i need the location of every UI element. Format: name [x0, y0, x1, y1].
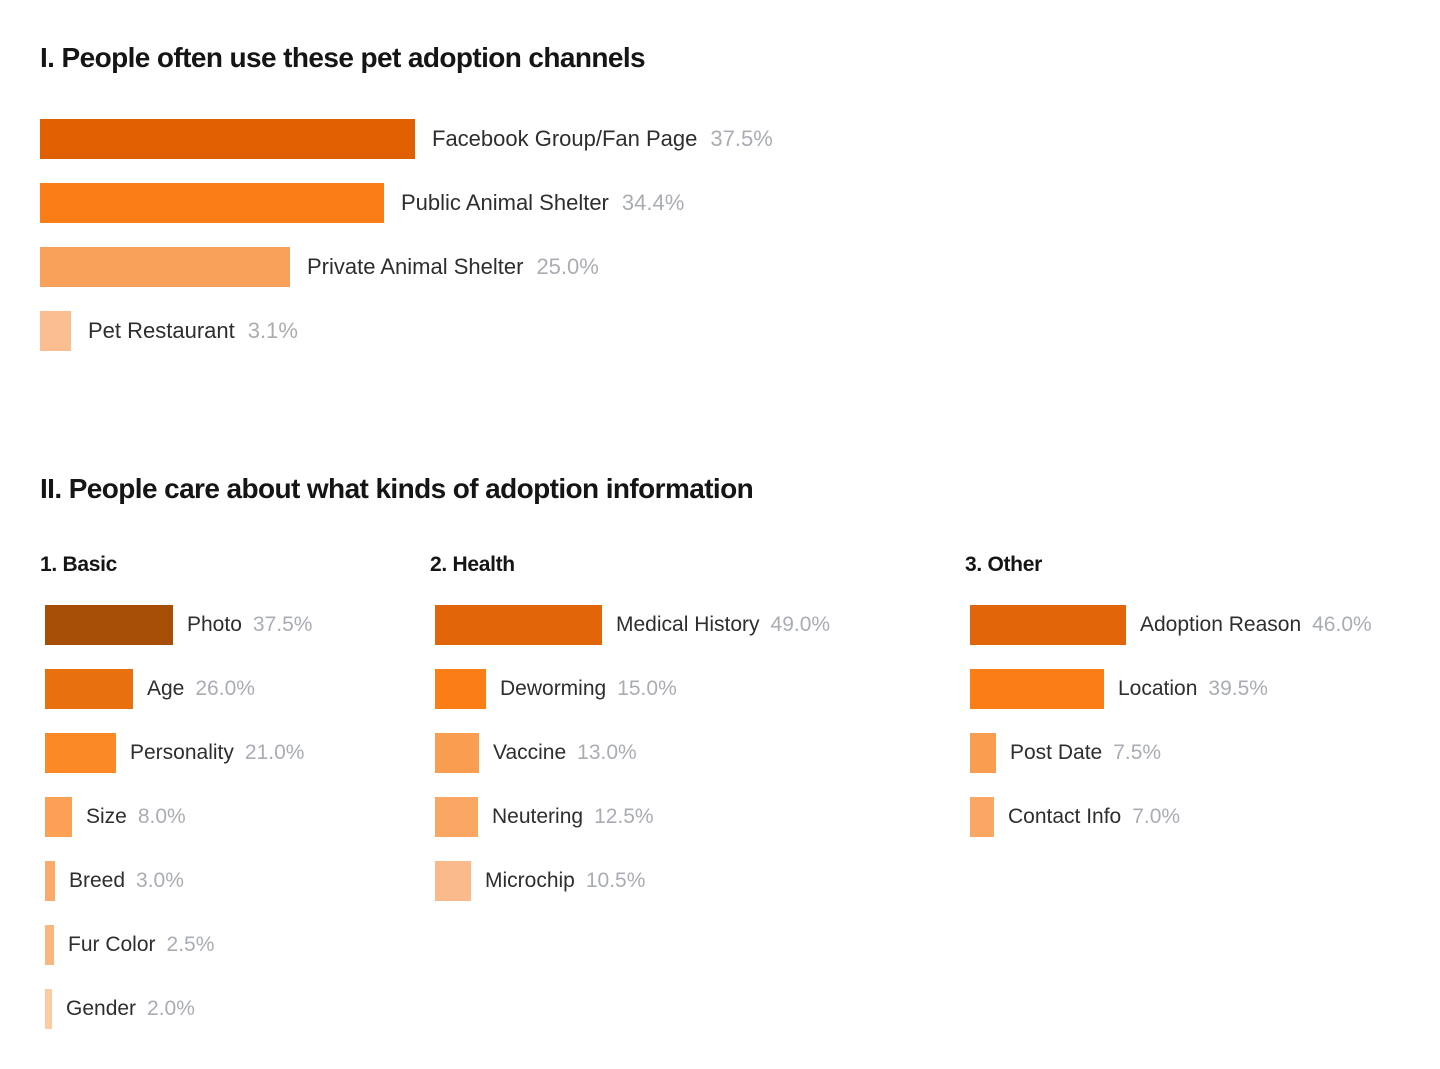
- bar-label: Private Animal Shelter: [307, 254, 524, 279]
- bar-row: Public Animal Shelter 34.4%: [40, 183, 773, 223]
- bar-value: 2.5%: [166, 933, 215, 956]
- bar-row: Microchip 10.5%: [430, 861, 830, 901]
- bar-value: 37.5%: [710, 126, 773, 151]
- group-header: 2. Health: [430, 553, 515, 576]
- bar-value: 2.0%: [147, 997, 195, 1020]
- bar: [970, 669, 1104, 709]
- bar-label: Size: [86, 805, 127, 828]
- bar: [435, 733, 479, 773]
- bar: [45, 669, 133, 709]
- bar-row: Vaccine 13.0%: [430, 733, 830, 773]
- bar-value: 10.5%: [585, 869, 646, 892]
- bar: [45, 861, 55, 901]
- group-header: 3. Other: [965, 553, 1042, 576]
- bar-label: Personality: [130, 741, 234, 764]
- bar-value: 39.5%: [1208, 677, 1268, 700]
- bar: [40, 119, 415, 159]
- bar-label: Breed: [69, 869, 126, 892]
- bar-value: 3.0%: [136, 869, 184, 892]
- bar-value: 25.0%: [536, 254, 599, 279]
- bar-row: Private Animal Shelter 25.0%: [40, 247, 773, 287]
- bar-label: Contact Info: [1008, 805, 1122, 828]
- bar: [435, 797, 478, 837]
- bar-label: Public Animal Shelter: [401, 190, 609, 215]
- group-header: 1. Basic: [40, 553, 117, 576]
- bar-row: Personality 21.0%: [40, 733, 312, 773]
- chart-group: 2. Health Medical History 49.0% Deworming 15…: [430, 553, 830, 925]
- bar-label: Gender: [66, 997, 137, 1020]
- bar-row: Size 8.0%: [40, 797, 312, 837]
- bar: [45, 605, 173, 645]
- bar-value: 13.0%: [577, 741, 637, 764]
- bar-value: 46.0%: [1312, 613, 1372, 636]
- bar-label: Age: [147, 677, 185, 700]
- bar-row: Location 39.5%: [965, 669, 1372, 709]
- bar-row: Adoption Reason 46.0%: [965, 605, 1372, 645]
- bar-row: Pet Restaurant 3.1%: [40, 311, 773, 351]
- bar-label: Fur Color: [68, 933, 156, 956]
- bar: [435, 861, 471, 901]
- bar: [45, 989, 52, 1029]
- bar: [435, 669, 486, 709]
- bar: [45, 797, 72, 837]
- chart-group: 3. Other Adoption Reason 46.0% Location 39.5…: [965, 553, 1372, 861]
- bar: [970, 605, 1126, 645]
- bar-label: Microchip: [485, 869, 575, 892]
- bar-value: 26.0%: [195, 677, 255, 700]
- bar-label: Vaccine: [493, 741, 567, 764]
- bar-value: 3.1%: [247, 318, 298, 343]
- bar-label: Adoption Reason: [1140, 613, 1302, 636]
- chart-group: 1. Basic Photo 37.5% Age 26.0% Personality 21.…: [40, 553, 312, 1053]
- bar-row: Facebook Group/Fan Page 37.5%: [40, 119, 773, 159]
- bar-label: Pet Restaurant: [88, 318, 235, 343]
- bar-label: Neutering: [492, 805, 584, 828]
- bar-row: Breed 3.0%: [40, 861, 312, 901]
- bar-row: Gender 2.0%: [40, 989, 312, 1029]
- bar-row: Fur Color 2.5%: [40, 925, 312, 965]
- bar-row: Photo 37.5%: [40, 605, 312, 645]
- bar-row: Medical History 49.0%: [430, 605, 830, 645]
- section1-title: I. People often use these pet adoption c…: [40, 42, 646, 73]
- bar-value: 21.0%: [244, 741, 305, 764]
- section2-title: II. People care about what kinds of adop…: [40, 473, 754, 504]
- bar: [970, 733, 996, 773]
- bar-value: 7.5%: [1113, 741, 1162, 764]
- bar: [40, 311, 71, 351]
- bar: [45, 925, 54, 965]
- bar-value: 34.4%: [621, 190, 685, 215]
- bar-row: Contact Info 7.0%: [965, 797, 1372, 837]
- bar-value: 8.0%: [137, 805, 186, 828]
- bar-label: Facebook Group/Fan Page: [432, 126, 698, 151]
- bar-row: Deworming 15.0%: [430, 669, 830, 709]
- bar-value: 15.0%: [617, 677, 677, 700]
- bar-label: Deworming: [500, 677, 607, 700]
- bar-label: Medical History: [616, 613, 760, 636]
- bar: [45, 733, 116, 773]
- adoption-channels-bar-chart: Facebook Group/Fan Page 37.5% Public Anima…: [40, 119, 773, 375]
- bar-label: Location: [1118, 677, 1198, 700]
- bar-row: Age 26.0%: [40, 669, 312, 709]
- bar-label: Post Date: [1010, 741, 1103, 764]
- bar: [435, 605, 602, 645]
- bar-label: Photo: [187, 613, 242, 636]
- bar: [40, 247, 290, 287]
- bar: [970, 797, 994, 837]
- bar-value: 7.0%: [1132, 805, 1181, 828]
- bar: [40, 183, 384, 223]
- bar-row: Neutering 12.5%: [430, 797, 830, 837]
- bar-value: 12.5%: [594, 805, 654, 828]
- bar-row: Post Date 7.5%: [965, 733, 1372, 773]
- bar-value: 37.5%: [252, 613, 313, 636]
- bar-value: 49.0%: [770, 613, 831, 636]
